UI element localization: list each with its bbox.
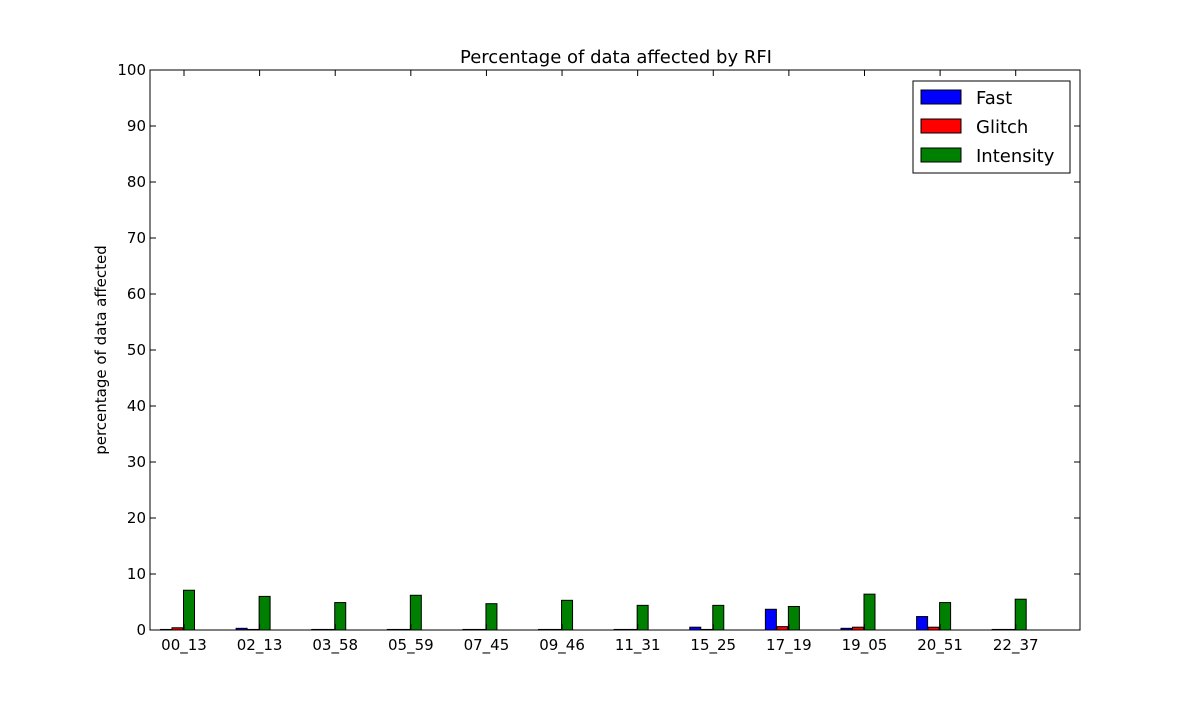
- legend-swatch-intensity: [920, 147, 962, 163]
- bar-intensity-20_51: [939, 602, 952, 631]
- chart-title: Percentage of data affected by RFI: [460, 47, 772, 68]
- x-tick-label: 17_19: [766, 636, 812, 655]
- legend: Fast Glitch Intensity: [912, 80, 1071, 174]
- bar-intensity-09_46: [561, 599, 574, 631]
- x-tick-label: 15_25: [690, 636, 736, 655]
- x-tick-label: 00_13: [161, 636, 207, 655]
- x-tick-label: 03_58: [312, 636, 358, 655]
- y-tick-label: 100: [117, 61, 146, 79]
- y-tick-label: 80: [127, 173, 146, 191]
- x-tick-label: 22_37: [993, 636, 1039, 655]
- legend-label-fast: Fast: [976, 88, 1012, 109]
- bar-intensity-17_19: [787, 605, 800, 631]
- y-tick-label: 0: [136, 621, 146, 639]
- bar-intensity-19_05: [863, 593, 876, 631]
- bar-fast-20_51: [916, 616, 929, 631]
- bar-intensity-22_37: [1014, 598, 1027, 631]
- legend-label-glitch: Glitch: [976, 117, 1028, 138]
- bar-intensity-03_58: [334, 602, 347, 631]
- plot-area: 0 10 20 30 40 50 60 70 80 90 100 00_13 02_13 03_58 05_…: [117, 61, 1081, 655]
- bar-glitch-17_19: [776, 626, 789, 631]
- x-tick-label: 02_13: [237, 636, 283, 655]
- bar-intensity-15_25: [712, 604, 725, 631]
- y-axis-label: percentage of data affected: [92, 245, 110, 455]
- bar-intensity-05_59: [409, 594, 422, 631]
- y-tick-label: 90: [127, 117, 146, 135]
- bar-intensity-02_13: [258, 595, 271, 631]
- bar-intensity-07_45: [485, 603, 498, 631]
- x-tick-label: 05_59: [388, 636, 434, 655]
- y-tick-label: 60: [127, 285, 146, 303]
- x-tick-label: 20_51: [917, 636, 963, 655]
- y-tick-label: 10: [127, 565, 146, 583]
- legend-swatch-glitch: [920, 118, 962, 134]
- x-tick-label: 09_46: [539, 636, 585, 655]
- bar-fast-17_19: [764, 608, 777, 631]
- bar-intensity-11_31: [636, 604, 649, 631]
- y-tick-label: 40: [127, 397, 146, 415]
- y-tick-label: 70: [127, 229, 146, 247]
- y-tick-label: 30: [127, 453, 146, 471]
- plot-frame: [149, 69, 1081, 631]
- y-tick-label: 20: [127, 509, 146, 527]
- x-tick-label: 19_05: [842, 636, 888, 655]
- bar-intensity-00_13: [183, 589, 195, 631]
- x-tick-label: 11_31: [615, 636, 661, 655]
- legend-label-intensity: Intensity: [976, 146, 1055, 167]
- x-tick-label: 07_45: [464, 636, 510, 655]
- y-tick-label: 50: [127, 341, 146, 359]
- legend-swatch-fast: [920, 89, 962, 105]
